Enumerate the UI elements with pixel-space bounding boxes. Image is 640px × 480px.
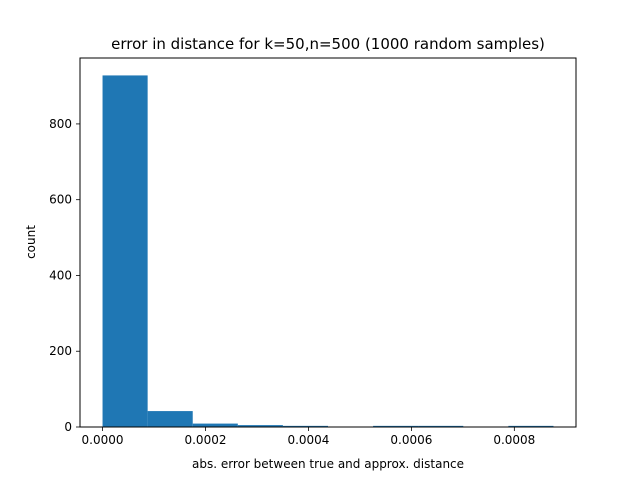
histogram-bar-1 xyxy=(102,75,148,428)
histogram-bar-3 xyxy=(192,423,238,427)
histogram-bar-4 xyxy=(237,425,283,427)
histogram-bar-8 xyxy=(418,425,464,427)
y-tick-label: 200 xyxy=(49,344,72,358)
y-tick-label: 600 xyxy=(49,193,72,207)
y-tick-label: 0 xyxy=(64,420,72,434)
x-tick-label: 0.0008 xyxy=(493,433,535,447)
y-tick-label: 400 xyxy=(49,268,72,282)
bars-group xyxy=(102,75,554,428)
x-tick-label: 0.0000 xyxy=(82,433,124,447)
x-ticks-group: 0.0000 0.0002 0.0004 0.0006 0.0008 xyxy=(82,427,535,447)
y-axis-label: count xyxy=(24,225,38,259)
histogram-bar-10 xyxy=(508,425,554,427)
chart-title: error in distance for k=50,n=500 (1000 r… xyxy=(111,35,545,53)
x-axis-label: abs. error between true and approx. dist… xyxy=(192,457,464,471)
plot-frame xyxy=(79,57,577,428)
x-tick-label: 0.0004 xyxy=(287,433,329,447)
histogram-bar-2 xyxy=(147,411,193,427)
x-tick-label: 0.0006 xyxy=(390,433,432,447)
y-ticks-group: 0 200 400 600 800 xyxy=(49,117,80,434)
x-tick-label: 0.0002 xyxy=(184,433,226,447)
y-tick-label: 800 xyxy=(49,117,72,131)
histogram-bar-5 xyxy=(282,425,328,427)
histogram-bar-7 xyxy=(373,425,419,427)
